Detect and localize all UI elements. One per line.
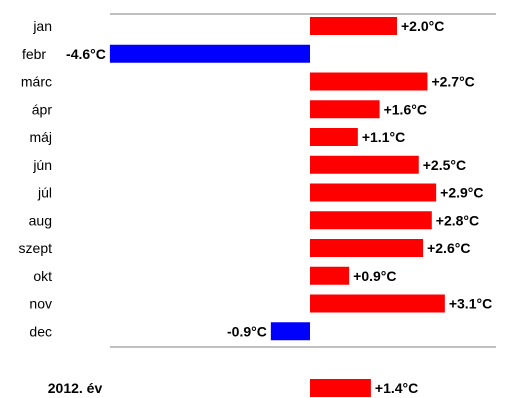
bar-jun	[310, 155, 419, 174]
category-label-jun: jún	[32, 157, 52, 173]
summary-row: 2012. év +1.4°C	[48, 379, 418, 397]
bar-jan	[310, 17, 397, 35]
value-label-jan: +2.0°C	[401, 18, 444, 34]
bar-maj	[310, 128, 358, 146]
value-label-jul: +2.9°C	[440, 185, 483, 201]
bar-apr	[310, 100, 380, 119]
category-label-apr: ápr	[32, 101, 53, 117]
value-label-aug: +2.8°C	[436, 212, 479, 228]
category-label-marc: márc	[21, 74, 52, 90]
value-label-marc: +2.7°C	[431, 74, 474, 90]
value-label-summary-year: +1.4°C	[375, 380, 418, 396]
category-label-dec: dec	[29, 323, 52, 339]
bar-okt	[310, 266, 350, 285]
value-label-febr: -4.6°C	[66, 46, 106, 62]
bar-febr	[109, 44, 311, 63]
category-label-okt: okt	[33, 268, 52, 284]
bar-summary-year	[310, 379, 371, 397]
bar-aug	[310, 211, 432, 230]
category-label-szept: szept	[19, 240, 53, 256]
value-label-okt: +0.9°C	[353, 268, 396, 284]
value-label-maj: +1.1°C	[362, 129, 405, 145]
bars-layer	[109, 17, 445, 341]
bar-dec	[270, 322, 310, 341]
category-labels: jan febr márc ápr máj jún júl aug szept okt nov dec	[19, 18, 53, 339]
value-label-szept: +2.6°C	[427, 240, 470, 256]
value-label-jun: +2.5°C	[423, 157, 466, 173]
category-label-aug: aug	[29, 212, 52, 228]
category-label-febr: febr	[22, 46, 46, 62]
category-label-jul: júl	[37, 185, 52, 201]
value-label-nov: +3.1°C	[449, 296, 492, 312]
bar-jul	[310, 183, 437, 202]
summary-label: 2012. év	[48, 380, 103, 396]
value-label-apr: +1.6°C	[384, 101, 427, 117]
category-label-maj: máj	[29, 129, 52, 145]
category-label-nov: nov	[29, 296, 52, 312]
value-labels: +2.0°C -4.6°C +2.7°C+1.6°C +1.1°C +2.5°C +2.9…	[66, 18, 492, 339]
bar-nov	[310, 294, 445, 313]
value-label-dec: -0.9°C	[227, 323, 267, 339]
bar-marc	[310, 72, 428, 91]
bar-szept	[310, 239, 424, 257]
category-label-jan: jan	[32, 18, 52, 34]
